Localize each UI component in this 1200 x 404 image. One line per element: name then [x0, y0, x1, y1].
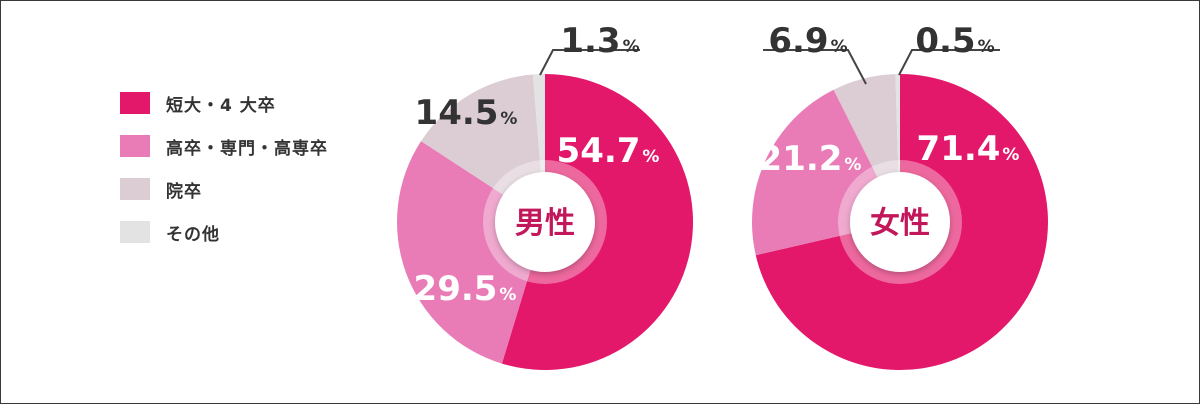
legend-label: 短大・4 大卒 — [166, 95, 276, 116]
data-label: 0.5% — [915, 21, 994, 61]
legend-swatch-highschool — [120, 135, 150, 157]
center-circle — [850, 172, 950, 272]
pie-slice — [397, 141, 545, 364]
leader-line — [763, 49, 867, 85]
legend-item-graduate: 院卒 — [120, 178, 328, 202]
leader-line — [898, 49, 1000, 76]
data-label: 1.3% — [560, 21, 639, 61]
data-label: 6.9% — [768, 21, 847, 61]
legend-swatch-university — [120, 92, 150, 114]
center-label: 女性 — [870, 206, 930, 241]
leader-line — [539, 49, 640, 76]
legend-item-other: その他 — [120, 221, 328, 245]
legend-swatch-other — [120, 221, 150, 243]
center-label: 男性 — [515, 206, 575, 241]
legend-swatch-graduate — [120, 178, 150, 200]
pie-slice — [501, 74, 694, 370]
legend: 短大・4 大卒 高卒・専門・高専卒 院卒 その他 — [120, 92, 328, 264]
legend-item-highschool: 高卒・専門・高専卒 — [120, 135, 328, 159]
legend-label: その他 — [166, 224, 220, 245]
center-circle — [495, 172, 595, 272]
legend-label: 高卒・専門・高専卒 — [166, 138, 328, 159]
legend-item-university: 短大・4 大卒 — [120, 92, 328, 116]
legend-label: 院卒 — [166, 181, 202, 202]
